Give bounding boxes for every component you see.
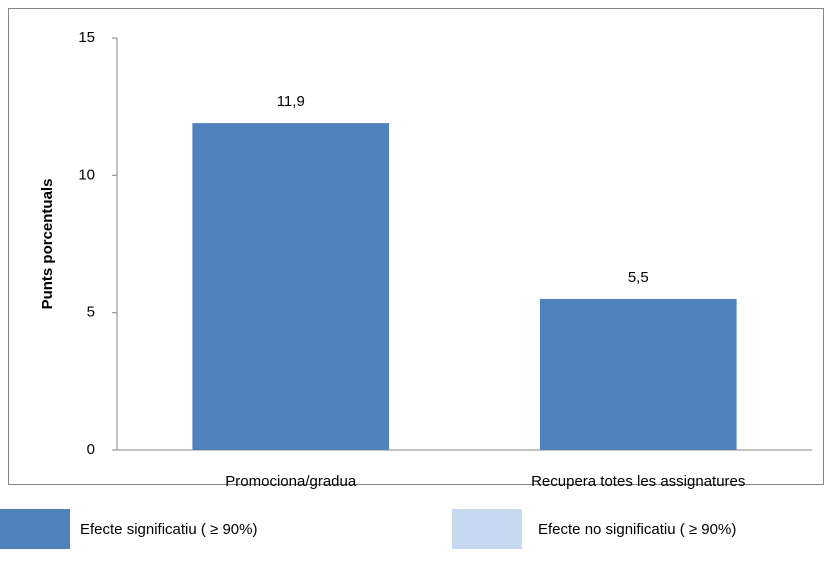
y-tick-label: 5 bbox=[87, 304, 95, 321]
bar bbox=[192, 123, 390, 450]
y-tick-label: 10 bbox=[78, 166, 95, 183]
bar bbox=[539, 298, 737, 450]
x-tick-label: Promociona/gradua bbox=[225, 473, 357, 490]
y-tick-label: 0 bbox=[87, 441, 95, 458]
legend-label: Efecte significatiu ( ≥ 90%) bbox=[80, 521, 257, 538]
legend-swatch bbox=[452, 509, 522, 549]
legend-swatch bbox=[0, 509, 70, 549]
value-label: 5,5 bbox=[628, 269, 649, 286]
x-tick-label: Recupera totes les assignatures bbox=[531, 473, 745, 490]
legend-label: Efecte no significatiu ( ≥ 90%) bbox=[538, 521, 736, 538]
y-tick-label: 15 bbox=[78, 29, 95, 46]
y-axis-label: Punts porcentuals bbox=[39, 179, 56, 310]
value-label: 11,9 bbox=[277, 93, 305, 110]
